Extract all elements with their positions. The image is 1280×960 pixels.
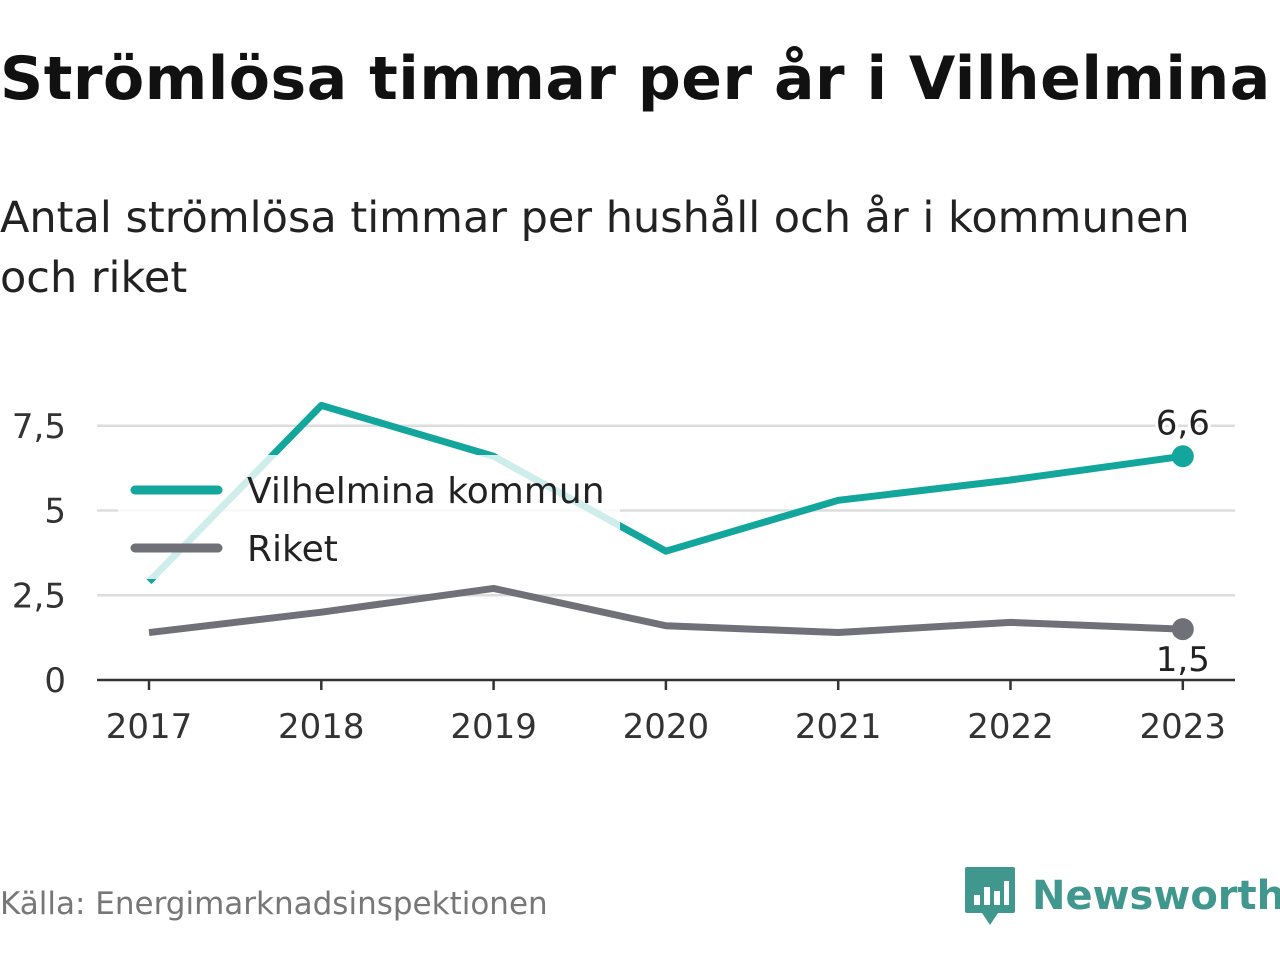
y-tick-label: 0 <box>44 661 66 701</box>
x-tick-label: 2022 <box>967 707 1054 747</box>
data-label-vilhelmina: 6,6 <box>1156 403 1210 443</box>
legend-label: Vilhelmina kommun <box>247 471 605 512</box>
series-line-vilhelmina <box>146 401 1184 585</box>
x-tick-label: 2017 <box>106 707 193 747</box>
chart-subtitle: Antal strömlösa timmar per hushåll och å… <box>0 193 1190 303</box>
x-axis <box>97 678 1235 690</box>
chart-title: Strömlösa timmar per år i Vilhelmina <box>0 44 1271 114</box>
legend-label: Riket <box>247 529 338 570</box>
series-lines <box>146 401 1194 641</box>
series-line-riket <box>148 584 1183 637</box>
y-axis-tick-labels: 0 2,5 5 7,5 <box>12 407 66 701</box>
x-tick-label: 2023 <box>1140 707 1227 747</box>
x-tick-label: 2021 <box>795 707 882 747</box>
line-chart: 0 2,5 5 7,5 2017 2018 2019 2020 2021 2022 2023 Vi… <box>12 400 1235 747</box>
y-tick-label: 7,5 <box>12 407 66 447</box>
legend: Vilhelmina kommun Riket <box>118 455 620 579</box>
x-tick-label: 2018 <box>278 707 365 747</box>
series-end-point-riket <box>1171 618 1194 641</box>
x-tick-label: 2020 <box>623 707 710 747</box>
y-tick-label: 5 <box>44 492 66 532</box>
x-tick-label: 2019 <box>450 707 537 747</box>
source-note: Källa: Energimarknadsinspektionen <box>0 886 548 922</box>
brand-logo: Newsworthy <box>964 862 1280 930</box>
x-axis-tick-labels: 2017 2018 2019 2020 2021 2022 2023 <box>106 707 1226 747</box>
series-end-point-vilhelmina <box>1171 445 1194 468</box>
brand-name: Newsworthy <box>1032 873 1280 919</box>
legend-background <box>118 455 620 579</box>
data-label-riket: 1,5 <box>1156 640 1210 680</box>
newsworthy-logo-icon <box>965 867 1015 925</box>
y-tick-label: 2,5 <box>12 576 66 616</box>
data-labels: 6,6 1,5 <box>1153 400 1213 683</box>
